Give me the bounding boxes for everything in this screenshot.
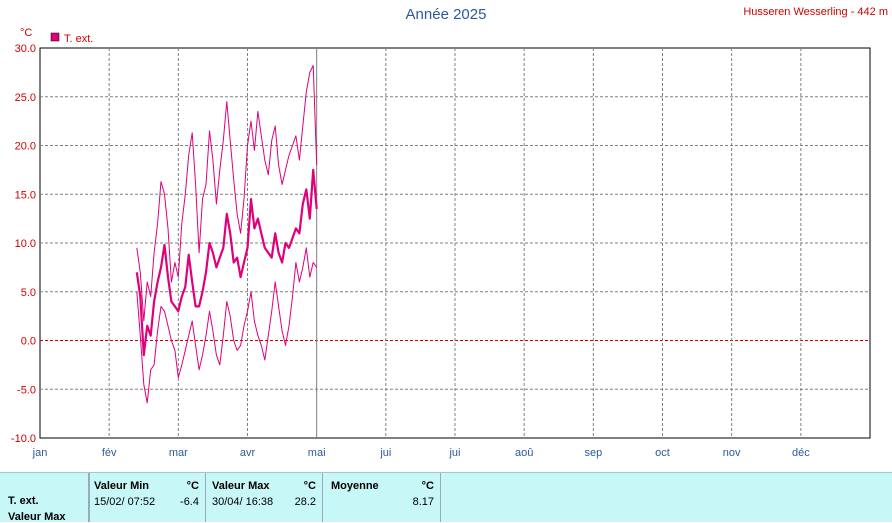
- min-header: Valeur Min: [94, 480, 150, 492]
- stats-row-label: T. ext.: [8, 495, 39, 507]
- y-unit-label: °C: [20, 27, 32, 39]
- temperature-chart: °C T. ext. -10.0 -5.0 0.0 5.0 10.0 15.0 20.0 25…: [11, 27, 871, 459]
- stats-panel: T. ext. Valeur Max Valeur Min °C 15/02/ …: [0, 472, 892, 523]
- y-tick-label: -5.0: [17, 384, 36, 396]
- legend-label: T. ext.: [64, 33, 93, 45]
- y-tick-label: -10.0: [11, 433, 36, 445]
- x-axis-ticks: jan fév mar avr mai jui jui aoû sep oct nov déc: [32, 447, 811, 459]
- min-unit: °C: [186, 480, 199, 492]
- max-value: 28.2: [294, 496, 316, 508]
- max-unit: °C: [303, 480, 316, 492]
- x-tick-label: jan: [32, 447, 48, 459]
- max-header: Valeur Max: [212, 480, 270, 492]
- legend-swatch: [50, 32, 60, 42]
- x-tick-label: avr: [240, 447, 256, 459]
- series-lines: [135, 65, 318, 404]
- x-tick-label: jui: [448, 447, 460, 459]
- x-tick-label: mai: [308, 447, 326, 459]
- stats-min-cell: Valeur Min °C 15/02/ 07:52 -6.4: [89, 473, 206, 522]
- y-tick-label: 5.0: [21, 287, 36, 299]
- mean-unit: °C: [421, 480, 434, 492]
- chart-title: Année 2025: [405, 6, 487, 23]
- mean-value: 8.17: [412, 496, 434, 508]
- y-tick-label: 25.0: [15, 92, 36, 104]
- station-label: Husseren Wesserling - 442 m: [743, 6, 888, 18]
- series-line-mean: [135, 168, 318, 357]
- stats-row-label-2: Valeur Max: [8, 511, 66, 523]
- y-axis-ticks: -10.0 -5.0 0.0 5.0 10.0 15.0 20.0 25.0 30.0: [11, 43, 36, 445]
- series-line-min: [136, 247, 318, 404]
- min-value: -6.4: [180, 496, 199, 508]
- y-tick-label: 15.0: [15, 189, 36, 201]
- y-tick-label: 0.0: [21, 336, 36, 348]
- grid-lines: [40, 48, 870, 438]
- x-tick-label: jui: [379, 447, 391, 459]
- x-tick-label: oct: [655, 447, 670, 459]
- mean-header: Moyenne: [331, 480, 379, 492]
- x-tick-label: fév: [102, 447, 117, 459]
- x-tick-label: sep: [584, 447, 602, 459]
- stats-mean-cell: Moyenne °C 8.17: [323, 473, 441, 522]
- min-datetime: 15/02/ 07:52: [94, 496, 156, 508]
- stats-label-cell: [0, 473, 89, 522]
- x-tick-label: déc: [792, 447, 810, 459]
- stats-max-cell: Valeur Max °C 30/04/ 16:38 28.2: [206, 473, 323, 522]
- max-datetime: 30/04/ 16:38: [212, 496, 274, 508]
- series-line-max: [136, 65, 318, 322]
- x-tick-label: mar: [169, 447, 188, 459]
- y-tick-label: 10.0: [15, 238, 36, 250]
- y-tick-label: 20.0: [15, 141, 36, 153]
- x-tick-label: nov: [723, 447, 741, 459]
- x-tick-label: aoû: [515, 447, 533, 459]
- y-tick-label: 30.0: [15, 43, 36, 55]
